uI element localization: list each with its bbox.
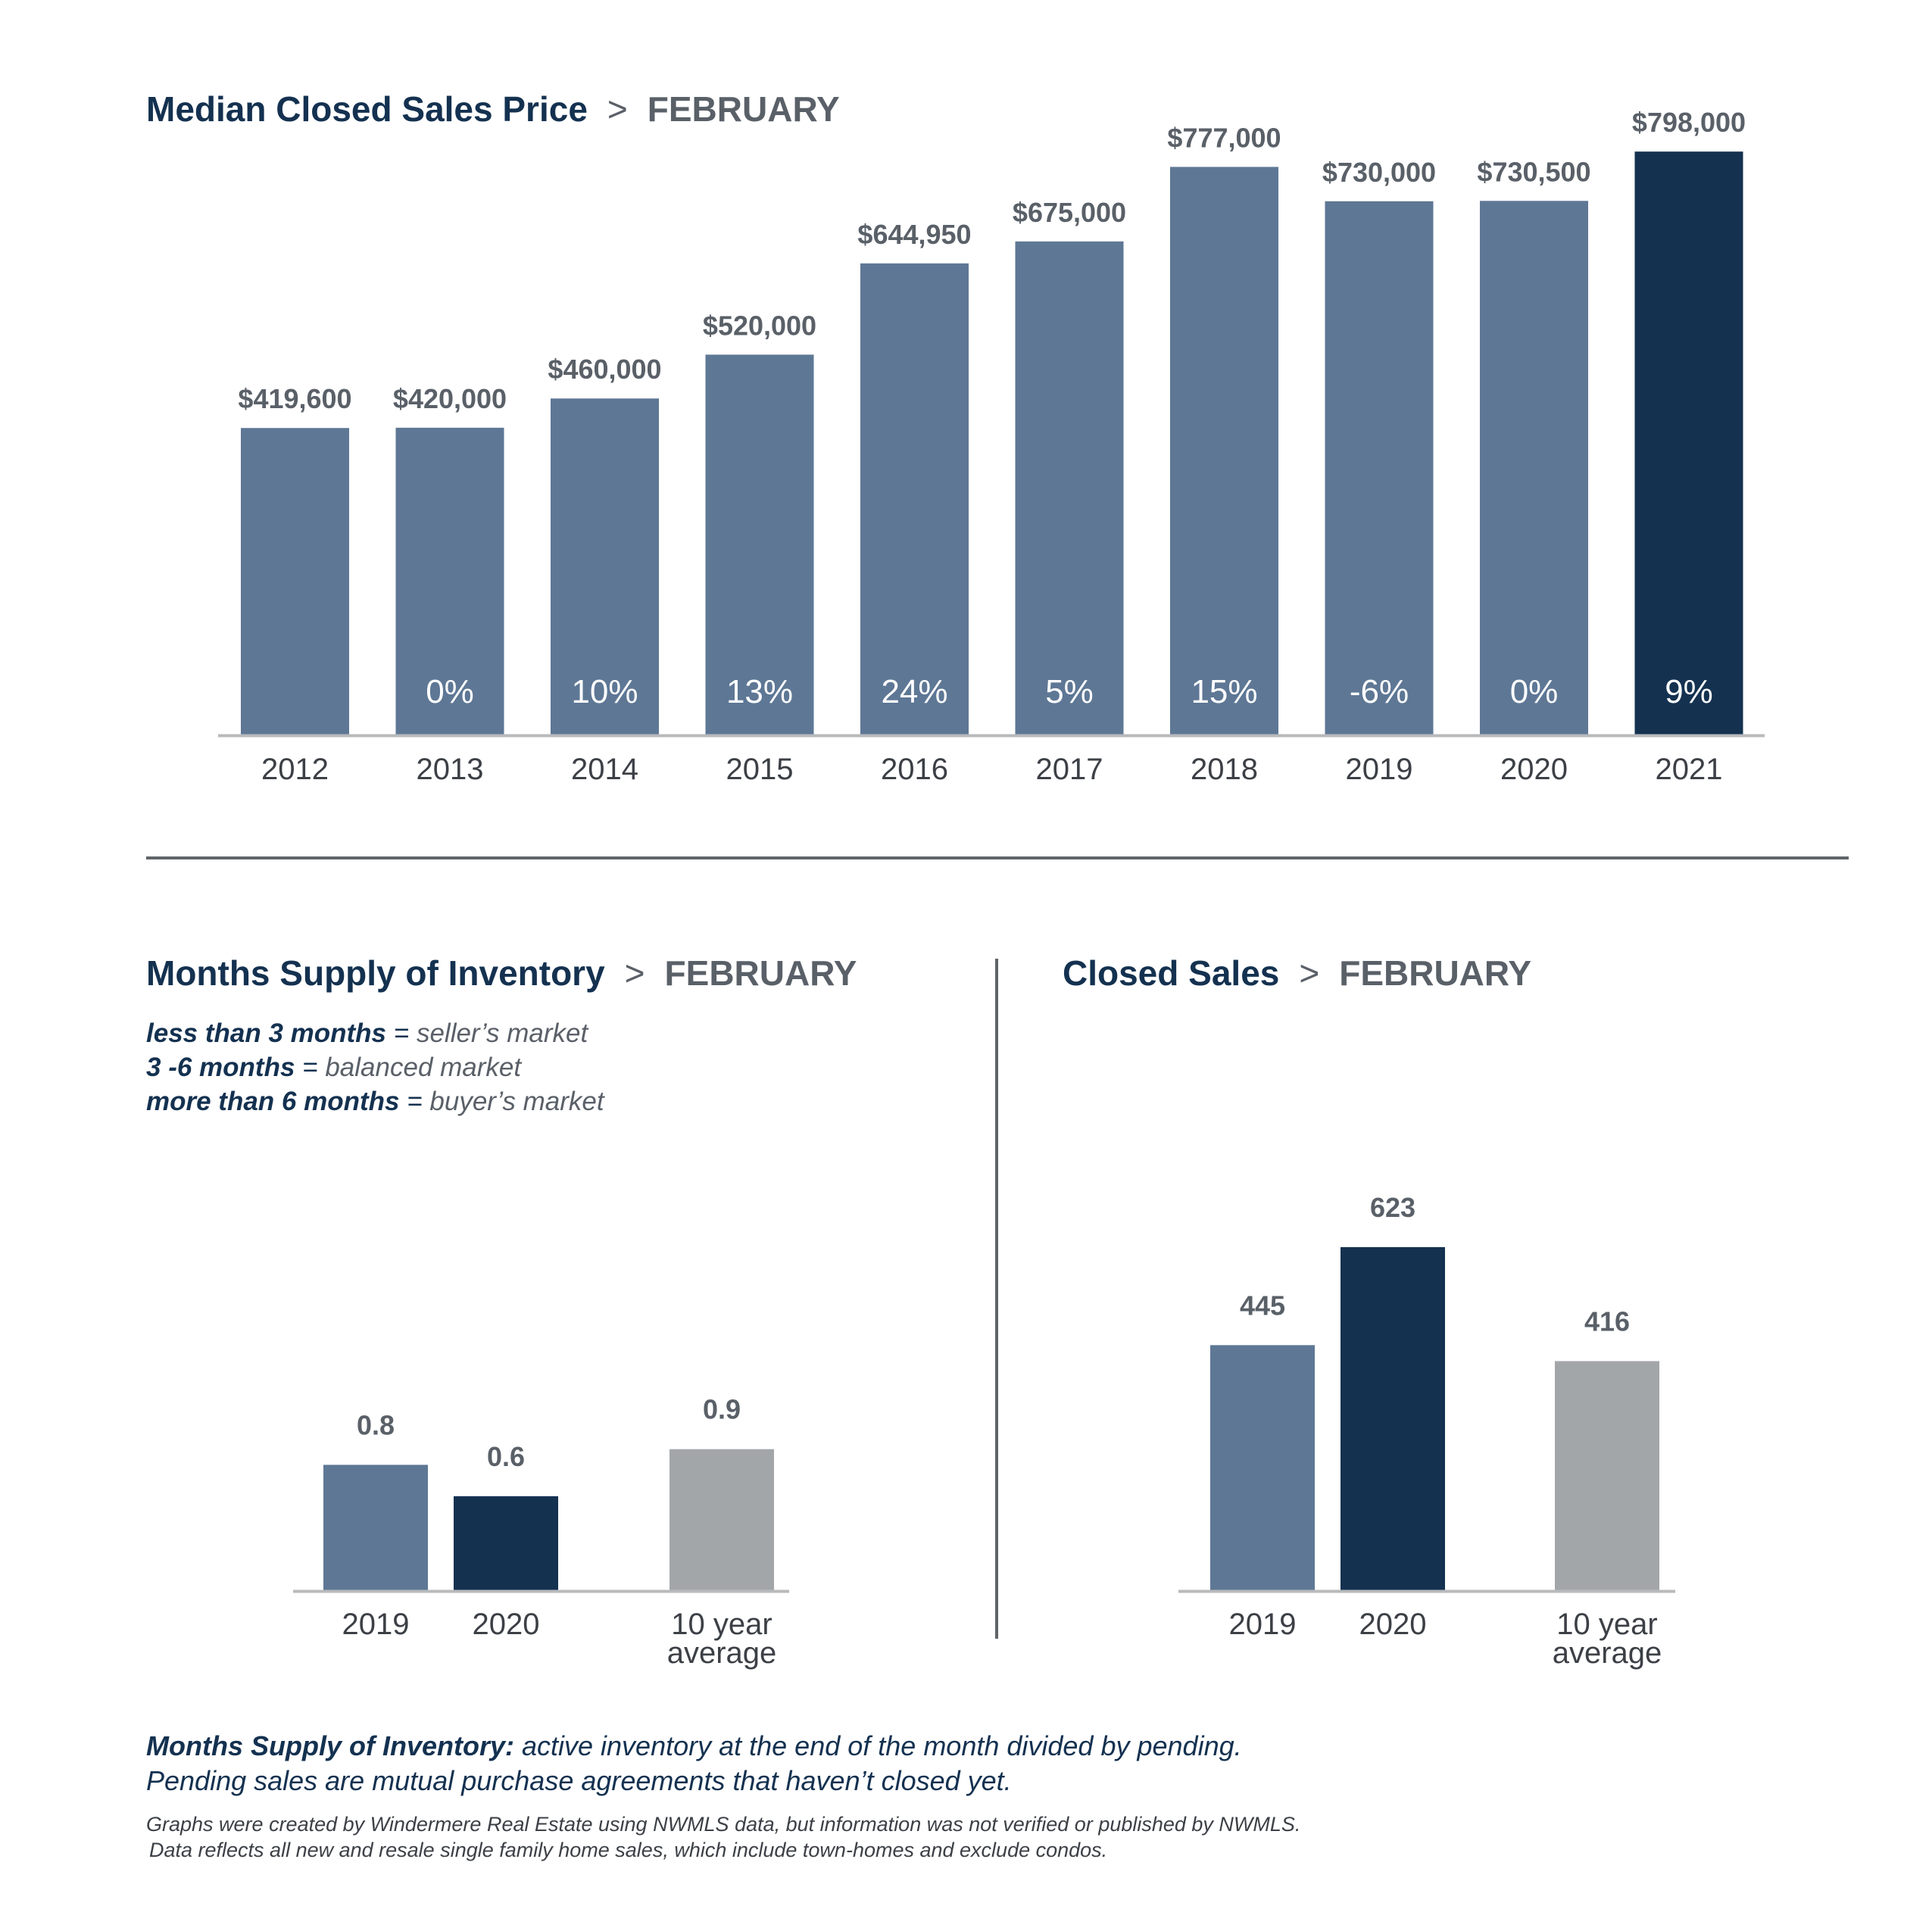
- source-line: Graphs were created by Windermere Real E…: [146, 1813, 1301, 1836]
- data-label: $777,000: [1167, 122, 1281, 153]
- tick-label: 2018: [1191, 753, 1258, 786]
- tick-label: 2020: [473, 1608, 540, 1641]
- change-label: 15%: [1191, 673, 1257, 710]
- data-label: 445: [1240, 1290, 1285, 1321]
- chart-title-main: Closed Sales: [1063, 953, 1280, 993]
- footnote-line: Months Supply of Inventory: active inven…: [146, 1729, 1242, 1764]
- legend-key: 3 -6 months: [146, 1053, 295, 1082]
- bar: [1341, 1246, 1445, 1590]
- data-label: 623: [1370, 1192, 1415, 1223]
- legend-row: more than 6 months = buyer’s market: [146, 1084, 604, 1118]
- chart-subtitle: FEBRUARY: [1339, 953, 1532, 993]
- change-label: 0%: [426, 673, 474, 710]
- data-label: $730,000: [1322, 157, 1436, 188]
- tick-label: 2013: [417, 753, 484, 786]
- change-label: 9%: [1665, 673, 1713, 710]
- tick-label: 10 year average: [667, 1608, 777, 1670]
- legend-key: less than 3 months: [146, 1019, 387, 1048]
- tick-label: 2020: [1359, 1608, 1427, 1641]
- chart-title-median-price: Median Closed Sales Price > FEBRUARY: [146, 89, 840, 129]
- chart-subtitle: FEBRUARY: [664, 953, 857, 993]
- section-divider-vertical: [995, 959, 998, 1639]
- legend-row: 3 -6 months = balanced market: [146, 1050, 604, 1084]
- legend-key: more than 6 months: [146, 1087, 400, 1116]
- bar: [669, 1449, 774, 1590]
- change-label: 5%: [1045, 673, 1094, 710]
- bar: [1015, 241, 1124, 735]
- bar: [323, 1465, 428, 1590]
- legend-row: less than 3 months = seller’s market: [146, 1016, 604, 1050]
- title-separator: >: [624, 953, 645, 993]
- tick-label: 2019: [1346, 753, 1413, 786]
- bar: [241, 428, 349, 735]
- tick-label: 2016: [881, 753, 948, 786]
- legend-value: buyer’s market: [429, 1087, 604, 1116]
- data-label: $520,000: [703, 310, 816, 341]
- bar: [1555, 1361, 1659, 1590]
- footnote-line: Pending sales are mutual purchase agreem…: [146, 1765, 1012, 1796]
- title-separator: >: [1299, 953, 1320, 993]
- data-label: 416: [1584, 1306, 1630, 1337]
- tick-label: 2015: [726, 753, 794, 786]
- title-separator: >: [607, 89, 628, 129]
- source-note: Graphs were created by Windermere Real E…: [146, 1811, 1300, 1863]
- tick-label: 2012: [261, 753, 329, 786]
- data-label: 0.8: [357, 1409, 395, 1440]
- legend-equals: =: [393, 1019, 410, 1048]
- source-line: Data reflects all new and resale single …: [149, 1839, 1108, 1861]
- change-label: 0%: [1510, 673, 1559, 710]
- legend-equals: =: [302, 1053, 318, 1082]
- data-label: $675,000: [1013, 197, 1126, 228]
- bar: [860, 263, 969, 735]
- bar: [705, 354, 814, 735]
- bar: [1325, 201, 1434, 735]
- chart-title-main: Median Closed Sales Price: [146, 89, 588, 129]
- change-label: -6%: [1350, 673, 1409, 710]
- chart-title-closed-sales: Closed Sales > FEBRUARY: [1063, 953, 1531, 994]
- data-label: $730,500: [1477, 156, 1590, 187]
- change-label: 13%: [726, 673, 793, 710]
- tick-label: 2019: [342, 1608, 410, 1641]
- chart-subtitle: FEBRUARY: [647, 89, 840, 129]
- chart-title-months-supply: Months Supply of Inventory > FEBRUARY: [146, 953, 857, 994]
- footnote-definition: Months Supply of Inventory: active inven…: [146, 1729, 1242, 1798]
- legend-value: balanced market: [325, 1053, 522, 1082]
- data-label: 0.9: [703, 1394, 741, 1425]
- tick-label: 2021: [1656, 753, 1723, 786]
- data-label: $644,950: [857, 219, 971, 250]
- footnote-definition-text: active inventory at the end of the month…: [513, 1730, 1242, 1761]
- data-label: $798,000: [1632, 107, 1746, 138]
- change-label: 10%: [571, 673, 638, 710]
- bar: [1634, 151, 1743, 735]
- tick-label: 2020: [1500, 753, 1568, 786]
- tick-label: 2019: [1229, 1608, 1297, 1641]
- data-label: $420,000: [393, 383, 507, 414]
- change-label: 24%: [881, 673, 947, 710]
- section-divider-horizontal: [146, 856, 1849, 859]
- tick-label: 2017: [1036, 753, 1103, 786]
- chart-title-main: Months Supply of Inventory: [146, 953, 605, 993]
- footnote-term: Months Supply of Inventory:: [146, 1730, 514, 1761]
- bar: [551, 398, 659, 735]
- tick-label: 10 year average: [1553, 1608, 1662, 1670]
- tick-label: 2014: [571, 753, 638, 786]
- bar: [395, 427, 504, 735]
- data-label: 0.6: [487, 1441, 525, 1472]
- legend-value: seller’s market: [416, 1019, 588, 1048]
- data-label: $419,600: [238, 383, 351, 414]
- bar: [1480, 201, 1588, 735]
- bar: [454, 1496, 558, 1590]
- market-legend: less than 3 months = seller’s market 3 -…: [146, 1016, 604, 1118]
- data-label: $460,000: [548, 354, 661, 385]
- bar: [1210, 1345, 1315, 1590]
- median-price-chart: $419,600 2012 $420,000 0% 2013 $460,000 10% 201…: [218, 107, 1765, 786]
- bar: [1170, 167, 1278, 735]
- legend-equals: =: [407, 1087, 423, 1116]
